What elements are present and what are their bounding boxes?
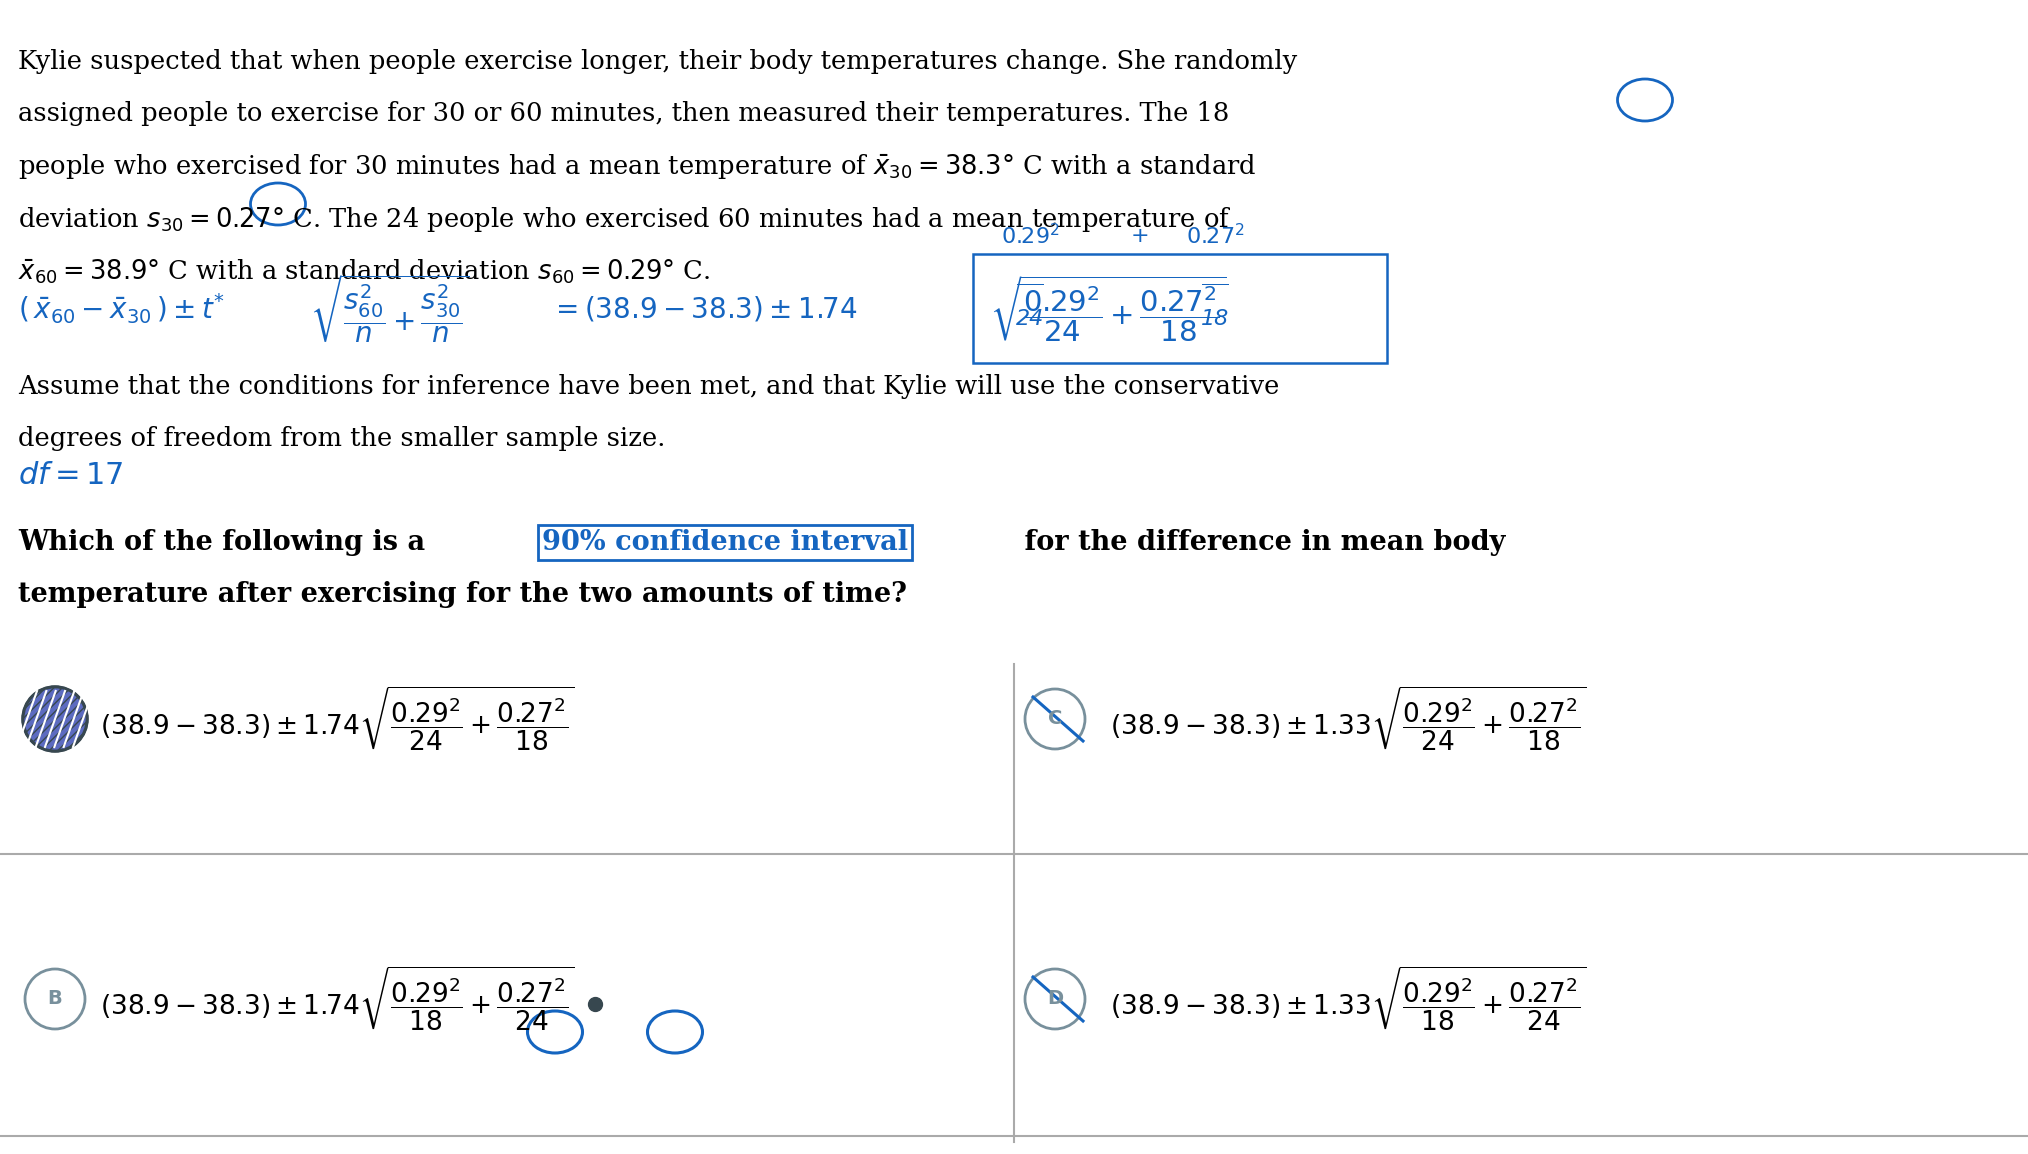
Text: $(38.9 - 38.3) \pm 1.74\sqrt{\dfrac{0.29^2}{24} + \dfrac{0.27^2}{18}}$: $(38.9 - 38.3) \pm 1.74\sqrt{\dfrac{0.29… [99,684,574,754]
Text: $\bar{x}_{60} = 38.9°$ C with a standard deviation $s_{60} = 0.29°$ C.: $\bar{x}_{60} = 38.9°$ C with a standard… [18,257,710,286]
Text: $\sqrt{\dfrac{s^2_{60}}{n} + \dfrac{s^2_{30}}{n}}$: $\sqrt{\dfrac{s^2_{60}}{n} + \dfrac{s^2_… [310,272,470,345]
Text: for the difference in mean body: for the difference in mean body [1014,529,1505,556]
Text: temperature after exercising for the two amounts of time?: temperature after exercising for the two… [18,580,907,608]
Text: D: D [1046,989,1063,1009]
Text: Which of the following is a: Which of the following is a [18,529,434,556]
Text: deviation $s_{30} = 0.27°$ C. The 24 people who exercised 60 minutes had a mean : deviation $s_{30} = 0.27°$ C. The 24 peo… [18,205,1231,234]
Text: Assume that the conditions for inference have been met, and that Kylie will use : Assume that the conditions for inference… [18,374,1280,399]
Text: $\overline{\quad\ }$: $\overline{\quad\ }$ [1201,271,1229,291]
Text: 18: 18 [1201,309,1229,329]
Text: +: + [1132,226,1150,246]
Text: assigned people to exercise for 30 or 60 minutes, then measured their temperatur: assigned people to exercise for 30 or 60… [18,102,1229,126]
Circle shape [22,687,87,751]
Text: 24: 24 [1016,309,1044,329]
Text: people who exercised for 30 minutes had a mean temperature of $\bar{x}_{30} = 38: people who exercised for 30 minutes had … [18,153,1257,182]
Text: $\overline{\quad\ }$: $\overline{\quad\ }$ [1016,271,1044,291]
Text: $(38.9 - 38.3) \pm 1.33\sqrt{\dfrac{0.29^2}{24} + \dfrac{0.27^2}{18}}$: $(38.9 - 38.3) \pm 1.33\sqrt{\dfrac{0.29… [1109,684,1586,754]
Text: $(38.9 - 38.3) \pm 1.33\sqrt{\dfrac{0.29^2}{18} + \dfrac{0.27^2}{24}}$: $(38.9 - 38.3) \pm 1.33\sqrt{\dfrac{0.29… [1109,965,1586,1033]
Text: $df = 17$: $df = 17$ [18,462,124,490]
Circle shape [22,687,87,751]
Text: $= (38.9 - 38.3) \pm 1.74$: $= (38.9 - 38.3) \pm 1.74$ [550,294,858,323]
Text: $0.29^2$: $0.29^2$ [1000,224,1059,248]
Text: B: B [47,989,63,1009]
Text: 90% confidence interval: 90% confidence interval [541,529,909,556]
Text: $(38.9 - 38.3) \pm 1.74\sqrt{\dfrac{0.29^2}{18} + \dfrac{0.27^2}{24}}$: $(38.9 - 38.3) \pm 1.74\sqrt{\dfrac{0.29… [99,965,574,1033]
Text: $\sqrt{\dfrac{0.29^2}{24} + \dfrac{0.27^2}{18}}$: $\sqrt{\dfrac{0.29^2}{24} + \dfrac{0.27^… [990,273,1227,344]
Text: Kylie suspected that when people exercise longer, their body temperatures change: Kylie suspected that when people exercis… [18,48,1298,74]
Text: $0.27^2$: $0.27^2$ [1186,224,1245,248]
Text: degrees of freedom from the smaller sample size.: degrees of freedom from the smaller samp… [18,426,665,451]
Text: $(\,\bar{x}_{60} - \bar{x}_{30}\,) \pm t^{*}$: $(\,\bar{x}_{60} - \bar{x}_{30}\,) \pm t… [18,292,225,327]
Text: C: C [1048,710,1063,728]
